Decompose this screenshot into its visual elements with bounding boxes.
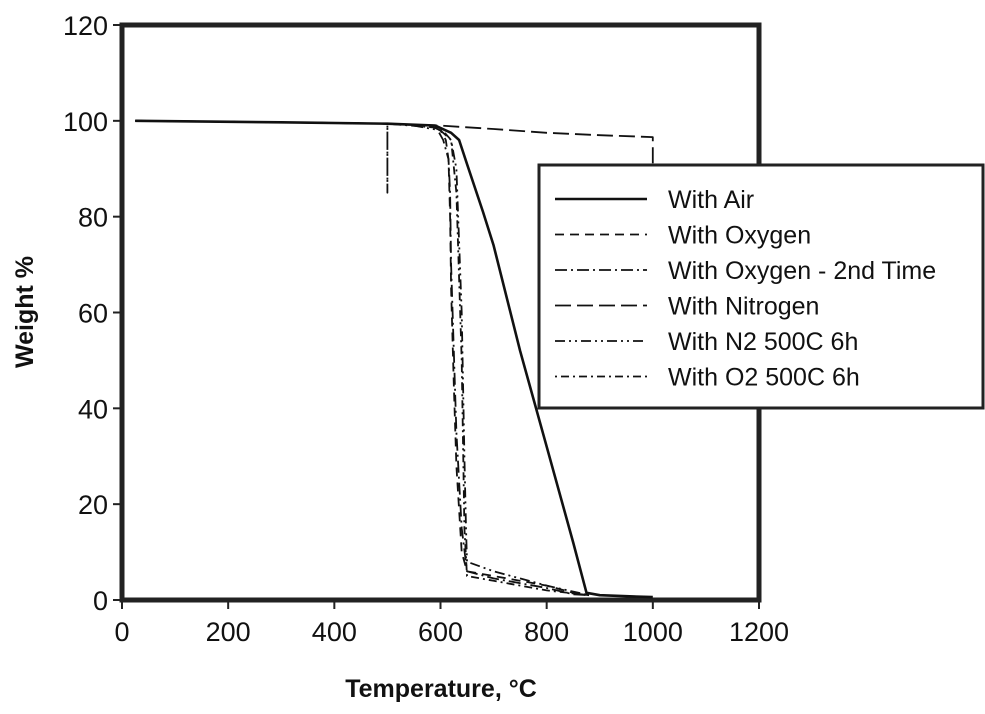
series-line-5 [135,119,590,597]
legend: With Air With Oxygen With Oxygen - 2nd Tim… [537,163,985,410]
y-tick-label: 80 [78,203,108,233]
legend-label: With Oxygen - 2nd Time [668,257,936,285]
legend-box [537,163,985,410]
x-axis-title: Temperature, °C [345,675,537,703]
legend-label: With Air [668,186,754,214]
legend-label: With Nitrogen [668,293,819,321]
x-tick-label: 0 [114,617,129,647]
x-tick-label: 400 [312,617,357,647]
y-tick-label: 100 [63,107,108,137]
legend-label: With N2 500C 6h [668,328,858,356]
y-tick-label: 0 [93,586,108,616]
y-axis: 0 20 40 60 80 100 120 [63,11,122,616]
y-tick-label: 20 [78,490,108,520]
x-tick-label: 1200 [729,617,789,647]
x-tick-label: 200 [206,617,251,647]
legend-label: With Oxygen [668,222,811,250]
x-tick-label: 600 [418,617,463,647]
x-axis: 0 200 400 600 800 1000 1200 [114,600,789,647]
series-layer [135,119,654,599]
x-tick-label: 800 [524,617,569,647]
y-axis-title: Weight % [11,256,39,368]
x-tick-label: 1000 [623,617,683,647]
legend-label: With O2 500C 6h [668,364,860,392]
series-line-3 [135,119,590,597]
series-line-6 [135,119,590,597]
y-tick-label: 40 [78,394,108,424]
y-tick-label: 60 [78,299,108,329]
y-tick-label: 120 [63,11,108,41]
